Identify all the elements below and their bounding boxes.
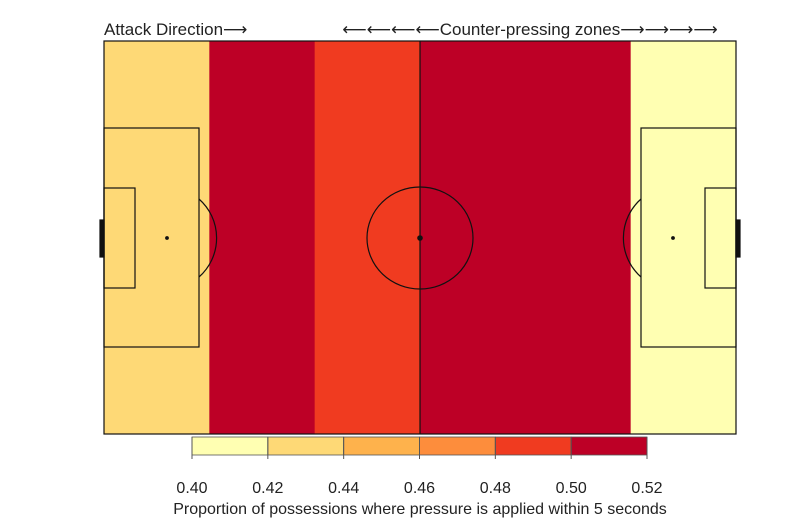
pitch-markings [99,40,741,435]
zone-1 [104,41,210,434]
left-penalty-spot [165,236,169,240]
colorbar [191,436,648,456]
center-circle [366,186,474,290]
center-spot [417,235,423,241]
colorbar-ticks: 0.40 0.42 0.44 0.46 0.48 0.50 0.52 [176,437,663,497]
left-goal [99,219,105,258]
zone-5 [525,41,632,434]
colorbar-tick-label: 0.40 [176,480,207,497]
colorbar-title: Proportion of possessions where pressure… [173,501,667,518]
right-penalty-arc [622,198,642,278]
counter-pressing-zones-label: ⟵⟵⟵⟵Counter-pressing zones⟶⟶⟶⟶ [342,20,717,39]
colorbar-tick-label: 0.50 [556,480,587,497]
zone-2 [209,41,316,434]
colorbar-tick-label: 0.42 [252,480,283,497]
zone-6 [630,41,737,434]
right-goal [735,219,741,258]
colorbar-segment [494,436,572,456]
colorbar-tick-label: 0.48 [480,480,511,497]
right-penalty-spot [671,236,675,240]
colorbar-segment [267,436,345,456]
colorbar-tick-label: 0.46 [404,480,435,497]
attack-direction-label: Attack Direction⟶ [104,20,247,39]
colorbar-tick-label: 0.44 [328,480,359,497]
pitch-zones [104,41,737,434]
colorbar-segment [343,436,420,456]
left-penalty-arc [198,198,218,278]
colorbar-segment [570,436,648,456]
colorbar-segment [191,436,269,456]
colorbar-segment [419,436,496,456]
colorbar-tick-label: 0.52 [631,480,662,497]
